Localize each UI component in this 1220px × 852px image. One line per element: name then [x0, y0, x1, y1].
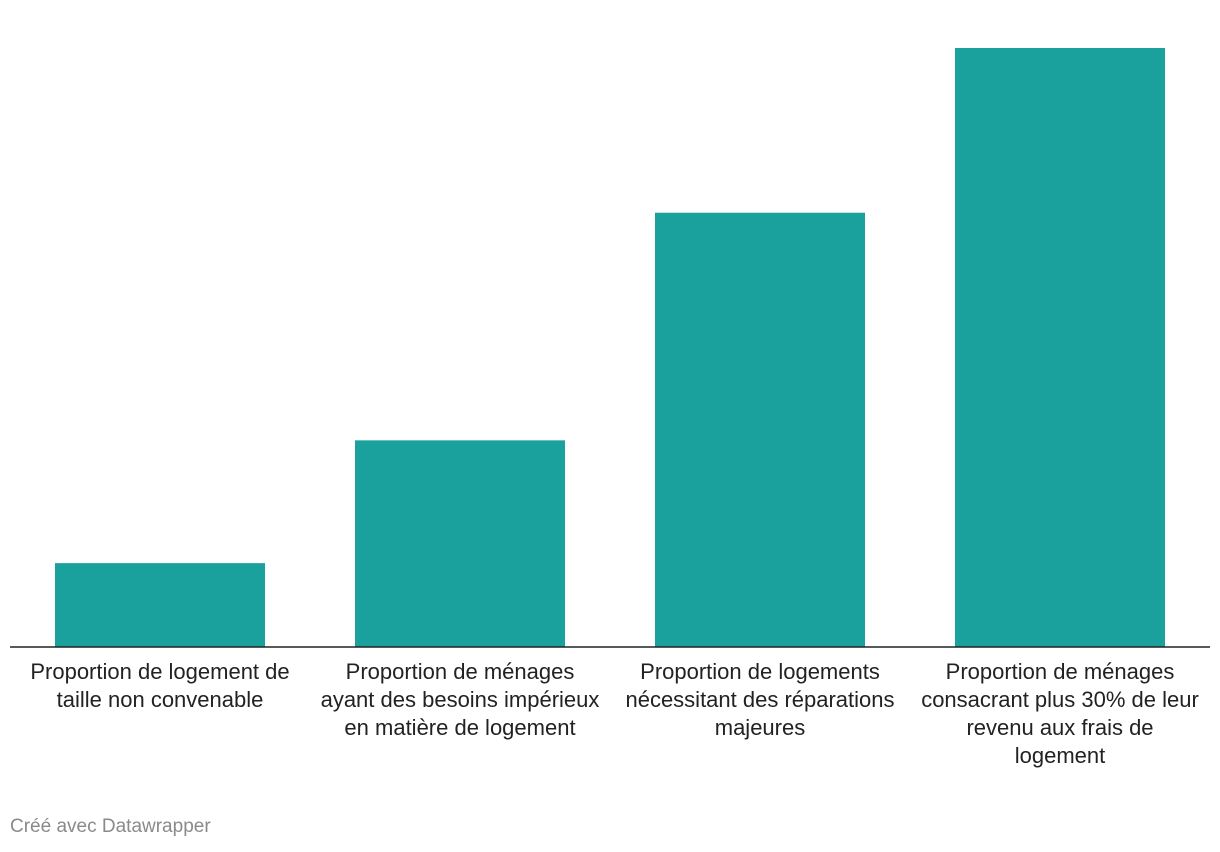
category-label: Proportion de ménages ayant des besoins … — [320, 659, 600, 740]
category-label: Proportion de logement de taille non con… — [30, 659, 290, 712]
bar — [55, 563, 265, 647]
bar — [355, 440, 565, 647]
category-label: Proportion de logements nécessitant des … — [625, 659, 895, 740]
bar — [955, 48, 1165, 647]
bar — [655, 212, 865, 647]
category-label: Proportion de ménages consacrant plus 30… — [921, 659, 1199, 768]
credit-text: Créé avec Datawrapper — [10, 816, 211, 837]
bars-group — [55, 48, 1165, 647]
